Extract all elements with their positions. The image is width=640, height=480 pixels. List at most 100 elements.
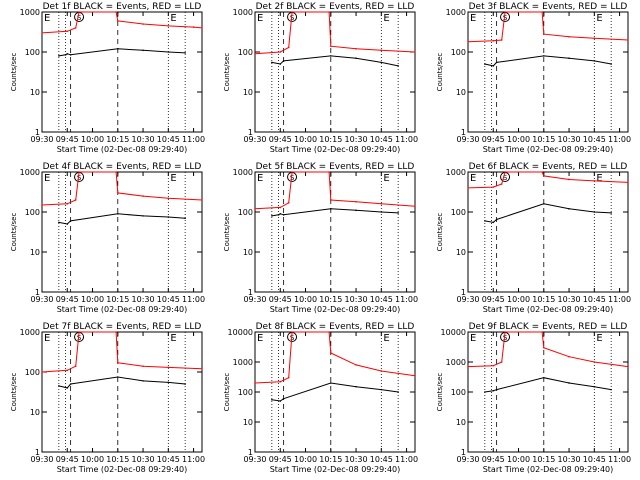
events-point <box>167 51 170 53</box>
x-tick-label: 10:30 <box>132 455 155 464</box>
y-tick-label: 100 <box>25 208 40 217</box>
y-tick-label: 1 <box>461 128 466 137</box>
plot-frame <box>254 331 416 453</box>
lld-point <box>568 35 570 38</box>
lld-point <box>355 200 357 203</box>
events-point <box>495 61 498 64</box>
lld-point <box>541 171 543 173</box>
events-point <box>610 212 612 214</box>
events-point <box>282 397 285 400</box>
y-tick-label: 100 <box>238 388 253 397</box>
lld-point <box>541 331 543 333</box>
series-lld-line <box>467 11 629 43</box>
x-tick-label: 11:00 <box>182 455 205 464</box>
lld-point <box>167 25 170 27</box>
x-tick-label: 10:45 <box>583 135 606 144</box>
x-axis-label: Start Time (02-Dec-08 09:29:40) <box>57 465 188 474</box>
panel-title: Det 2f BLACK = Events, RED = LLD <box>256 2 415 12</box>
events-point <box>282 214 285 216</box>
y-tick-label: 1000 <box>233 8 253 17</box>
series-events-line <box>484 377 612 393</box>
y-tick-label: 1000 <box>20 328 40 337</box>
lld-point <box>593 361 596 363</box>
x-tick-label: 09:30 <box>456 455 479 464</box>
series-events-line <box>484 55 612 67</box>
lld-point <box>593 180 596 182</box>
y-tick-label: 100 <box>451 388 466 397</box>
events-point <box>142 49 144 52</box>
y-tick-label: 10 <box>456 88 466 97</box>
lld-point <box>329 352 332 354</box>
events-point <box>492 221 495 224</box>
events-point <box>282 60 285 62</box>
events-point <box>355 209 357 212</box>
lld-point <box>116 192 119 194</box>
lld-point <box>504 331 506 333</box>
events-point <box>484 220 486 222</box>
plot-frame <box>467 171 629 293</box>
marker-e-start: E <box>257 13 263 24</box>
x-tick-label: 10:15 <box>106 295 129 304</box>
x-tick-label: 09:30 <box>30 295 53 304</box>
x-axis-label: Start Time (02-Dec-08 09:29:40) <box>270 305 401 314</box>
x-tick-label: 10:15 <box>319 455 342 464</box>
x-tick-label: 10:45 <box>157 295 180 304</box>
lld-point <box>328 171 330 173</box>
lld-point <box>115 331 117 333</box>
lld-point <box>287 201 290 204</box>
events-point <box>542 203 545 205</box>
events-point <box>329 382 332 384</box>
events-point <box>58 385 60 387</box>
lld-point <box>329 199 332 201</box>
events-point <box>279 213 282 215</box>
y-tick-label: 1 <box>248 288 253 297</box>
y-axis-label: Counts/sec <box>223 53 231 92</box>
events-point <box>142 380 144 382</box>
lld-point <box>167 197 170 200</box>
x-axis-label: Start Time (02-Dec-08 09:29:40) <box>483 465 614 474</box>
y-tick-label: 100 <box>238 48 253 57</box>
events-point <box>184 52 186 54</box>
lld-point <box>254 382 256 384</box>
events-point <box>279 400 282 402</box>
lld-point <box>492 186 495 188</box>
x-tick-label: 10:30 <box>132 295 155 304</box>
y-tick-label: 1 <box>35 128 40 137</box>
y-tick-label: 10000 <box>441 328 466 337</box>
x-tick-label: 10:00 <box>507 135 530 144</box>
y-tick-label: 1000 <box>20 8 40 17</box>
lld-point <box>467 187 469 189</box>
marker-e-start: E <box>470 13 476 24</box>
x-tick-label: 09:45 <box>482 135 505 144</box>
lld-point <box>66 369 69 372</box>
lld-point <box>568 355 570 358</box>
events-point <box>329 208 332 210</box>
marker-s: S <box>503 14 508 22</box>
y-tick-label: 10 <box>30 408 40 417</box>
events-point <box>610 63 612 65</box>
events-point <box>568 57 570 59</box>
events-point <box>568 208 570 210</box>
x-tick-label: 10:45 <box>370 295 393 304</box>
plot-frame <box>254 171 416 293</box>
lld-point <box>116 361 119 364</box>
series-lld-line <box>41 171 203 206</box>
x-tick-label: 10:15 <box>532 135 555 144</box>
series-events-line <box>271 208 399 217</box>
lld-point <box>414 205 416 207</box>
plot-frame <box>254 11 416 133</box>
x-tick-label: 11:00 <box>182 135 205 144</box>
y-tick-label: 10 <box>30 88 40 97</box>
marker-e-start: E <box>257 173 263 184</box>
events-point <box>279 63 282 65</box>
x-tick-label: 10:45 <box>583 295 606 304</box>
x-tick-label: 10:00 <box>294 135 317 144</box>
series-lld-line <box>467 171 629 189</box>
events-point <box>355 57 357 59</box>
x-axis-label: Start Time (02-Dec-08 09:29:40) <box>483 305 614 314</box>
events-point <box>64 54 67 56</box>
events-point <box>484 391 486 393</box>
y-tick-label: 100 <box>451 48 466 57</box>
lld-point <box>115 11 117 13</box>
x-tick-label: 09:30 <box>456 295 479 304</box>
